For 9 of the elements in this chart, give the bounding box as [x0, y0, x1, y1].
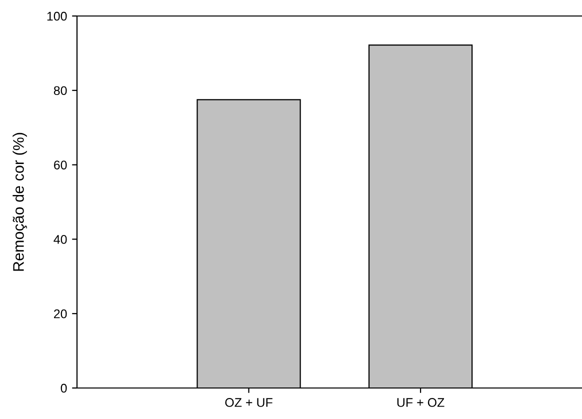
y-tick-label: 0: [60, 384, 67, 393]
y-tick-label: 40: [54, 235, 67, 244]
y-tick-label: 80: [54, 86, 67, 96]
y-tick-label: 60: [54, 160, 67, 170]
y-tick-label: 20: [54, 309, 67, 318]
y-axis-title: Remoção de cor (%): [12, 132, 27, 271]
x-tick-label: UF + OZ: [397, 398, 444, 407]
y-tick-label: 100: [47, 12, 67, 21]
x-tick-label: OZ + UF: [225, 398, 272, 407]
